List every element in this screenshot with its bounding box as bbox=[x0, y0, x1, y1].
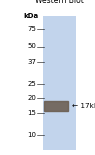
Text: 37: 37 bbox=[27, 59, 36, 65]
Text: 25: 25 bbox=[27, 81, 36, 87]
Text: kDa: kDa bbox=[24, 13, 39, 18]
Text: 75: 75 bbox=[27, 27, 36, 32]
Text: 50: 50 bbox=[27, 44, 36, 49]
Bar bbox=[43, 16, 76, 150]
Text: 20: 20 bbox=[27, 95, 36, 101]
Bar bbox=[44, 101, 68, 111]
Text: ← 17kDa: ← 17kDa bbox=[72, 103, 95, 109]
Text: 10: 10 bbox=[27, 132, 36, 138]
Text: Western Blot: Western Blot bbox=[35, 0, 84, 5]
Text: 15: 15 bbox=[27, 110, 36, 116]
